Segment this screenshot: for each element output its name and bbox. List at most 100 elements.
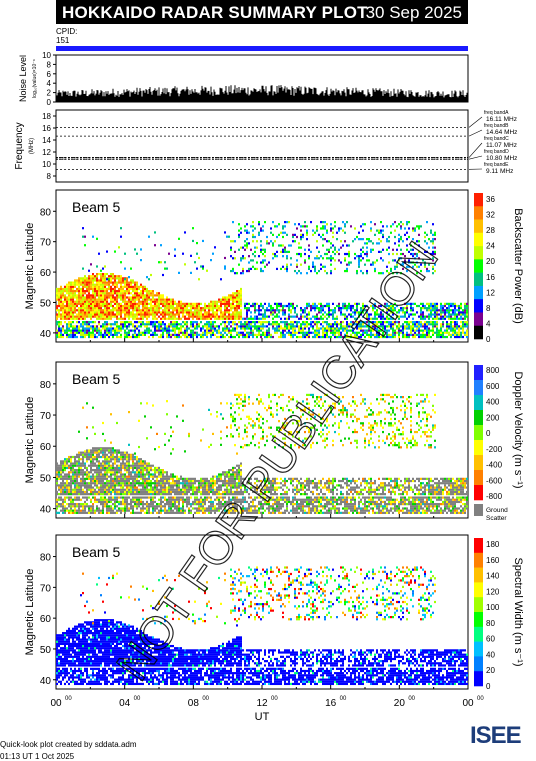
heatmap-cell [232, 240, 234, 243]
heatmap-cell [356, 325, 358, 328]
heatmap-cell [258, 321, 260, 324]
heatmap-cell [242, 335, 244, 339]
heatmap-cell [316, 329, 318, 332]
heatmap-cell [86, 279, 88, 282]
freq-trace-point [374, 157, 376, 159]
heatmap-cell [114, 493, 116, 496]
heatmap-cell [56, 317, 58, 320]
heatmap-cell [160, 296, 162, 299]
heatmap-cell [112, 287, 114, 291]
heatmap-cell [358, 231, 360, 234]
heatmap-cell [126, 490, 128, 494]
heatmap-cell [404, 311, 406, 314]
heatmap-cell [344, 307, 346, 310]
heatmap-cell [424, 240, 426, 243]
heatmap-cell [298, 331, 300, 334]
heatmap-cell [94, 471, 96, 474]
heatmap-cell [162, 300, 164, 303]
heatmap-cell [250, 327, 252, 330]
freq-ytick-label: 8 [47, 172, 52, 181]
heatmap-cell [164, 298, 166, 301]
freq-trace-point [125, 158, 127, 160]
heatmap-cell [288, 302, 290, 305]
heatmap-cell [122, 317, 124, 320]
heatmap-cell [236, 323, 238, 326]
heatmap-cell [380, 229, 382, 232]
heatmap-cell [56, 466, 58, 470]
heatmap-cell [116, 309, 118, 312]
heatmap-cell [116, 325, 118, 328]
heatmap-cell [102, 300, 104, 303]
heatmap-cell [60, 488, 62, 491]
heatmap-cell [426, 325, 428, 328]
heatmap-cell [96, 327, 98, 330]
heatmap-cell [134, 285, 136, 288]
heatmap-cell [358, 238, 360, 241]
heatmap-cell [60, 331, 62, 334]
heatmap-cell [196, 323, 198, 326]
heatmap-cell [434, 252, 436, 256]
heatmap-cell [260, 267, 262, 271]
heatmap-cell [156, 294, 158, 297]
heatmap-cell [150, 298, 152, 301]
heatmap-cell [458, 313, 460, 316]
heatmap-cell [320, 267, 322, 271]
heatmap-cell [132, 304, 134, 308]
heatmap-cell [88, 327, 90, 330]
heatmap-cell [332, 235, 334, 239]
heatmap-cell [440, 333, 442, 336]
heatmap-cell [116, 475, 118, 478]
heatmap-cell [212, 333, 214, 336]
heatmap-cell [262, 225, 264, 228]
heatmap-cell [414, 229, 416, 232]
heatmap-cell [148, 311, 150, 314]
heatmap-cell [88, 473, 90, 476]
heatmap-cell [462, 331, 464, 334]
heatmap-cell [60, 493, 62, 496]
heatmap-cell [430, 311, 432, 314]
heatmap-cell [344, 315, 346, 318]
heatmap-cell [72, 500, 74, 504]
heatmap-cell [284, 329, 286, 332]
heatmap-cell [408, 327, 410, 330]
heatmap-cell [56, 507, 58, 510]
heatmap-cell [116, 511, 118, 514]
heatmap-cell [146, 329, 148, 332]
heatmap-cell [94, 477, 96, 480]
heatmap-cell [430, 309, 432, 312]
heatmap-cell [346, 307, 348, 310]
heatmap-cell [82, 469, 84, 472]
heatmap-cell [238, 290, 240, 293]
heatmap-cell [238, 223, 240, 226]
heatmap-cell [82, 304, 84, 308]
heatmap-cell [130, 296, 132, 299]
heatmap-cell [402, 267, 404, 271]
heatmap-cell [406, 327, 408, 330]
freq-trace-point [227, 157, 229, 159]
freq-trace-point [149, 158, 151, 160]
heatmap-cell [58, 477, 60, 480]
freq-trace-point [308, 158, 310, 160]
heatmap-cell [260, 313, 262, 316]
heatmap-cell [206, 335, 208, 339]
heatmap-cell [126, 503, 128, 506]
heatmap-cell [336, 323, 338, 326]
heatmap-cell [158, 323, 160, 326]
heatmap-cell [382, 259, 384, 262]
heatmap-cell [316, 229, 318, 232]
heatmap-cell [262, 304, 264, 308]
heatmap-cell [112, 490, 114, 494]
freq-trace-point [413, 157, 415, 159]
heatmap-cell [230, 321, 232, 324]
heatmap-cell [364, 329, 366, 332]
heatmap-cell [338, 227, 340, 230]
heatmap-cell [144, 304, 146, 308]
heatmap-cell [138, 333, 140, 336]
freq-trace-point [179, 157, 181, 159]
heatmap-cell [344, 335, 346, 339]
heatmap-cell [266, 321, 268, 324]
heatmap-cell [70, 321, 72, 324]
heatmap-cell [346, 263, 348, 266]
heatmap-cell [62, 329, 64, 332]
heatmap-cell [136, 335, 138, 339]
